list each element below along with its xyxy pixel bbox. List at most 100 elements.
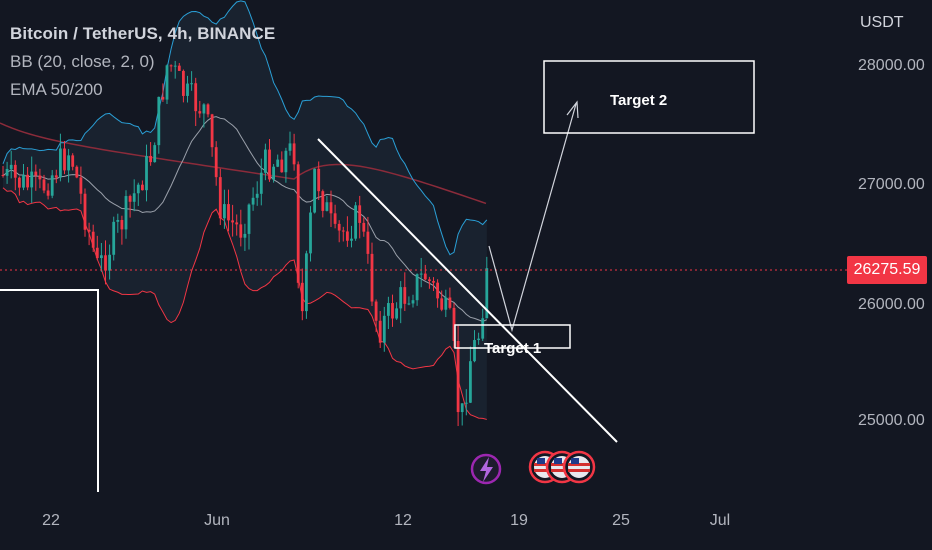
chart-legend[interactable]: Bitcoin / TetherUS, 4h, BINANCE BB (20, … bbox=[10, 20, 275, 104]
candle-body bbox=[456, 341, 460, 413]
candle-body bbox=[67, 155, 70, 171]
candle-body bbox=[259, 172, 263, 194]
trendline-drawing[interactable] bbox=[317, 138, 618, 443]
target-1-label: Target 1 bbox=[484, 340, 542, 357]
candle-body bbox=[124, 196, 128, 230]
candle-body bbox=[284, 150, 288, 173]
candle-body bbox=[75, 166, 79, 178]
candle-body bbox=[18, 177, 21, 188]
candle-body bbox=[120, 219, 124, 230]
candle-body bbox=[440, 298, 444, 310]
candle-body bbox=[452, 307, 456, 342]
candle-body bbox=[346, 231, 349, 241]
candle-body bbox=[63, 148, 66, 171]
candle-body bbox=[448, 297, 452, 308]
ema-200-line bbox=[0, 122, 487, 205]
candle-body bbox=[22, 174, 25, 188]
candle-body bbox=[317, 168, 321, 192]
candle-body bbox=[354, 205, 357, 239]
candle-body bbox=[13, 164, 17, 178]
candle-body bbox=[71, 155, 75, 167]
candle-body bbox=[337, 223, 341, 231]
candle-body bbox=[268, 149, 271, 180]
candle-body bbox=[280, 159, 284, 173]
candle-body bbox=[464, 402, 468, 404]
time-tick: 12 bbox=[394, 512, 412, 529]
candle-body bbox=[112, 221, 116, 255]
candle-body bbox=[272, 166, 275, 180]
candle-body bbox=[231, 220, 234, 223]
candle-body bbox=[218, 177, 222, 219]
candle-body bbox=[177, 65, 181, 71]
candle-body bbox=[460, 403, 464, 413]
candle-body bbox=[87, 229, 91, 232]
candle-body bbox=[54, 175, 58, 178]
candle-body bbox=[366, 231, 370, 254]
candle-body bbox=[227, 204, 230, 221]
candle-body bbox=[141, 184, 144, 191]
candle-body bbox=[362, 222, 366, 232]
candle-body bbox=[325, 202, 329, 211]
candle-body bbox=[169, 65, 173, 67]
candle-body bbox=[358, 205, 362, 223]
target-1-box[interactable] bbox=[454, 324, 571, 349]
candle-body bbox=[214, 147, 218, 178]
candle-body bbox=[136, 184, 140, 194]
candle-body bbox=[391, 303, 394, 319]
candle-body bbox=[132, 193, 136, 202]
candles bbox=[1, 60, 489, 427]
candle-body bbox=[264, 149, 267, 173]
candle-body bbox=[235, 222, 239, 225]
indicator-bollinger-bands[interactable]: BB (20, close, 2, 0) bbox=[10, 52, 155, 71]
candle-body bbox=[374, 301, 378, 321]
candle-body bbox=[370, 253, 374, 302]
candle-body bbox=[419, 273, 423, 275]
candle-body bbox=[5, 168, 9, 176]
candle-body bbox=[206, 104, 210, 115]
candle-body bbox=[210, 114, 214, 148]
currency-label[interactable]: USDT bbox=[860, 14, 904, 31]
price-tick: 25000.00 bbox=[858, 412, 925, 429]
candle-body bbox=[378, 320, 382, 343]
candle-body bbox=[292, 143, 296, 165]
candle-body bbox=[395, 308, 398, 319]
arrowhead-icon bbox=[566, 100, 579, 119]
candle-body bbox=[128, 196, 132, 202]
us-flag-icon[interactable] bbox=[562, 450, 596, 484]
candle-body bbox=[485, 268, 489, 319]
time-tick: 19 bbox=[510, 512, 528, 529]
support-level-drawing[interactable] bbox=[0, 289, 99, 492]
candle-body bbox=[415, 274, 419, 301]
bollinger-band-fill bbox=[3, 0, 487, 420]
candle-body bbox=[108, 254, 111, 271]
candle-body bbox=[100, 255, 103, 259]
price-tick: 26000.00 bbox=[858, 296, 925, 313]
candle-body bbox=[182, 70, 185, 96]
lightning-icon[interactable] bbox=[470, 453, 502, 485]
candle-body bbox=[202, 104, 206, 114]
time-tick: Jul bbox=[709, 512, 731, 529]
symbol-title[interactable]: Bitcoin / TetherUS, 4h, BINANCE bbox=[10, 24, 276, 43]
candle-body bbox=[407, 303, 411, 305]
candle-body bbox=[104, 255, 107, 271]
candle-body bbox=[173, 65, 177, 67]
candle-body bbox=[333, 213, 337, 224]
candle-body bbox=[276, 159, 280, 167]
projection-path[interactable] bbox=[488, 103, 577, 333]
candle-body bbox=[50, 175, 54, 196]
time-tick: 25 bbox=[612, 512, 630, 529]
time-tick: Jun bbox=[204, 512, 230, 529]
candle-body bbox=[157, 96, 161, 146]
indicator-ema[interactable]: EMA 50/200 bbox=[10, 80, 103, 99]
candle-body bbox=[116, 219, 120, 222]
price-tick: 28000.00 bbox=[858, 57, 925, 74]
candle-body bbox=[423, 273, 427, 280]
candle-body bbox=[59, 148, 62, 178]
target-2-box[interactable] bbox=[543, 60, 755, 134]
candle-body bbox=[9, 164, 13, 169]
candle-body bbox=[300, 282, 304, 312]
candle-body bbox=[243, 233, 247, 238]
candle-body bbox=[223, 204, 226, 219]
candle-body bbox=[382, 315, 386, 343]
